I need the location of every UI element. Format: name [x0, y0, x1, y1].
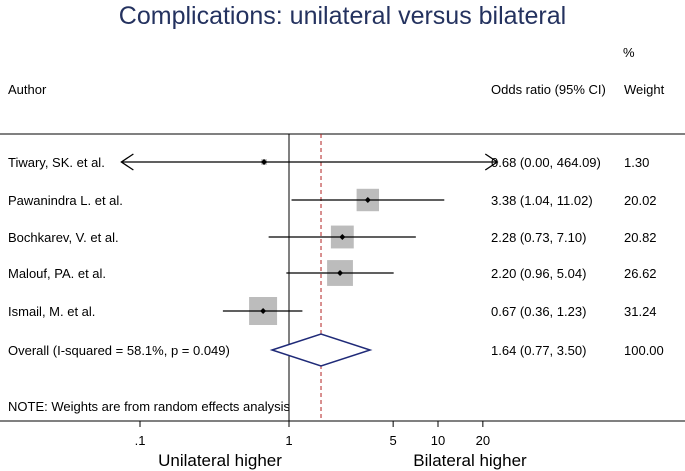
study-weight: 26.62 [624, 266, 657, 281]
x-tick-label: 5 [390, 433, 397, 448]
study-point-marker [260, 308, 267, 314]
x-tick-label: 1 [285, 433, 292, 448]
study-weight: 20.82 [624, 230, 657, 245]
study-author: Pawanindra L. et al. [8, 193, 123, 208]
study-weight: 20.02 [624, 193, 657, 208]
study-ci: 0.67 (0.36, 1.23) [491, 304, 586, 319]
study-weight: 31.24 [624, 304, 657, 319]
study-ci: 3.38 (1.04, 11.02) [491, 193, 593, 208]
study-author: Bochkarev, V. et al. [8, 230, 119, 245]
header-ci: Odds ratio (95% CI) [491, 82, 606, 97]
study-point-marker [364, 197, 371, 203]
overall-weight: 100.00 [624, 343, 664, 358]
study-ci: 0.68 (0.00, 464.09) [491, 155, 601, 170]
study-point-marker [337, 270, 344, 276]
study-weight: 1.30 [624, 155, 649, 170]
study-author: Tiwary, SK. et al. [8, 155, 105, 170]
x-tick-label: .1 [135, 433, 146, 448]
study-author: Malouf, PA. et al. [8, 266, 106, 281]
left-direction-label: Unilateral higher [158, 451, 282, 470]
x-tick-label: 10 [431, 433, 445, 448]
study-ci: 2.20 (0.96, 5.04) [491, 266, 586, 281]
study-point-marker [339, 234, 346, 240]
note-text: NOTE: Weights are from random effects an… [8, 399, 291, 414]
right-direction-label: Bilateral higher [413, 451, 527, 470]
x-tick-label: 20 [476, 433, 490, 448]
overall-label: Overall (I-squared = 58.1%, p = 0.049) [8, 343, 230, 358]
header-author: Author [8, 82, 47, 97]
study-point-marker [261, 159, 268, 165]
overall-diamond [269, 333, 373, 367]
chart-title: Complications: unilateral versus bilater… [118, 2, 567, 30]
study-ci-right-arrow [484, 153, 499, 171]
header-weight-pct: % [623, 45, 635, 60]
overall-ci: 1.64 (0.77, 3.50) [491, 343, 586, 358]
header-weight: Weight [624, 82, 665, 97]
study-author: Ismail, M. et al. [8, 304, 95, 319]
study-ci: 2.28 (0.73, 7.10) [491, 230, 586, 245]
study-ci-left-arrow [120, 153, 134, 171]
